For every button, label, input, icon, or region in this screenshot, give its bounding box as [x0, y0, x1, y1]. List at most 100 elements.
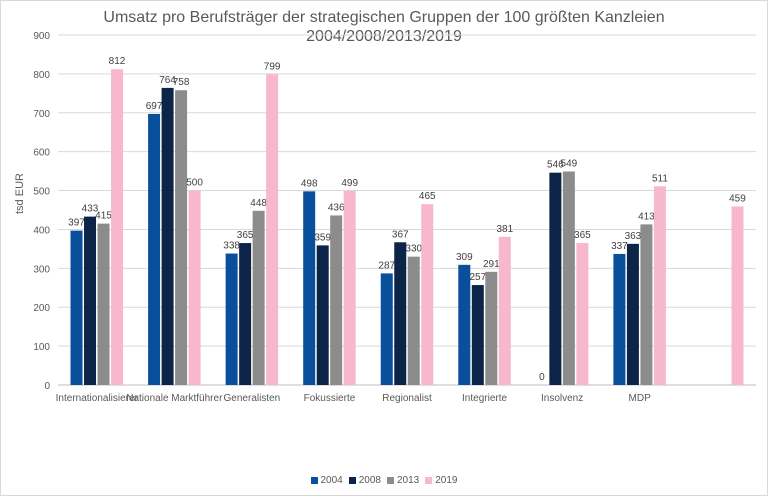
y-tick-label: 700 [33, 109, 50, 120]
data-label: 465 [419, 191, 436, 202]
data-label: 500 [186, 178, 203, 189]
bar-2013 [640, 224, 653, 385]
bar-2019 [653, 186, 666, 385]
x-tick-label: Nationale Marktführer [126, 393, 223, 404]
data-label: 291 [483, 259, 500, 270]
y-tick-label: 200 [33, 303, 50, 314]
data-label: 546 [547, 160, 564, 171]
legend-label: 2019 [435, 475, 458, 486]
bar-2019 [188, 190, 201, 385]
x-tick-label: Regionalist [382, 393, 432, 404]
data-label: 363 [625, 231, 642, 242]
legend-label: 2013 [397, 475, 420, 486]
data-label: 337 [611, 241, 628, 252]
data-label: 459 [729, 194, 746, 205]
data-label: 436 [328, 202, 345, 213]
legend-swatch [310, 476, 318, 484]
bar-2004 [458, 264, 471, 385]
data-label: 381 [496, 224, 513, 235]
data-label: 413 [638, 211, 655, 222]
bar-2004 [225, 253, 238, 385]
y-tick-label: 500 [33, 187, 50, 198]
y-tick-label: 800 [33, 70, 50, 81]
data-label: 499 [341, 178, 358, 189]
chart-title-line-1: Umsatz pro Berufsträger der strategische… [103, 9, 665, 26]
y-tick-label: 900 [33, 31, 50, 42]
data-label: 697 [146, 101, 163, 112]
data-label: 549 [561, 159, 578, 170]
data-label: 764 [159, 75, 176, 86]
bar-2008 [471, 285, 484, 385]
bar-2013 [175, 90, 188, 385]
bar-2019 [421, 204, 434, 385]
data-label: 812 [109, 56, 126, 67]
data-label: 448 [250, 198, 267, 209]
legend-swatch [387, 476, 394, 484]
bar-2013 [485, 271, 498, 385]
y-tick-label: 100 [33, 342, 50, 353]
data-label: 511 [652, 173, 668, 184]
chart-title-line-2: 2004/2008/2013/2019 [306, 28, 462, 45]
legend-item: 2019 [425, 475, 458, 486]
data-label: 309 [456, 252, 473, 263]
bar-2013 [330, 215, 343, 385]
legend-item: 2008 [348, 475, 381, 486]
data-label: 365 [237, 230, 254, 241]
bar-2019 [576, 243, 589, 385]
legend-swatch [425, 476, 433, 484]
bar-2019 [111, 69, 124, 385]
y-tick-label: 400 [33, 225, 50, 236]
data-label: 0 [539, 372, 545, 383]
bar-2013 [97, 223, 110, 385]
y-tick-label: 0 [44, 381, 50, 392]
x-tick-label: Internationalisierer [56, 393, 139, 404]
bar-2008 [239, 243, 252, 385]
legend: 2004 2008 2013 2019 [0, 475, 768, 486]
bar-2008 [549, 172, 562, 385]
data-label: 498 [301, 178, 318, 189]
data-label: 287 [378, 260, 395, 271]
bar-2019 [498, 236, 511, 385]
data-label: 359 [314, 232, 331, 243]
bar-2004 [380, 273, 393, 385]
data-label: 338 [223, 241, 240, 252]
legend-item: 2013 [387, 475, 419, 486]
data-label: 433 [82, 204, 99, 215]
data-label: 330 [405, 244, 422, 255]
data-label: 415 [95, 211, 112, 222]
bar-2019 [266, 74, 279, 386]
legend-item: 2004 [310, 475, 343, 486]
bar-2013 [562, 171, 575, 385]
data-label: 257 [469, 272, 486, 283]
legend-swatch [348, 476, 356, 484]
bar-2019 [343, 190, 356, 385]
x-tick-label: MDP [629, 393, 652, 404]
bar-2013 [407, 256, 420, 385]
x-tick-label: Integrierte [462, 393, 507, 404]
bar-2008 [394, 242, 407, 385]
chart-title: Umsatz pro Berufsträger der strategische… [0, 8, 768, 46]
data-label: 397 [68, 218, 85, 229]
bar-2008 [84, 216, 97, 385]
data-label: 367 [392, 229, 409, 240]
x-tick-label: Generalisten [224, 393, 281, 404]
data-label: 799 [264, 61, 281, 72]
y-tick-label: 600 [33, 148, 50, 159]
bar-2004 [303, 191, 316, 385]
bar-2019 [731, 206, 744, 385]
legend-label: 2004 [320, 475, 343, 486]
bar-2008 [161, 87, 174, 385]
x-tick-label: Fokussierte [304, 393, 356, 404]
x-tick-label: Insolvenz [541, 393, 583, 404]
bar-2008 [626, 243, 639, 385]
legend-label: 2008 [358, 475, 381, 486]
y-tick-label: 300 [33, 264, 50, 275]
bar-2004 [148, 113, 161, 385]
bar-2004 [613, 253, 626, 385]
data-label: 758 [173, 77, 190, 88]
data-label: 365 [574, 230, 591, 241]
bar-2013 [252, 210, 265, 385]
bar-2004 [70, 230, 83, 385]
